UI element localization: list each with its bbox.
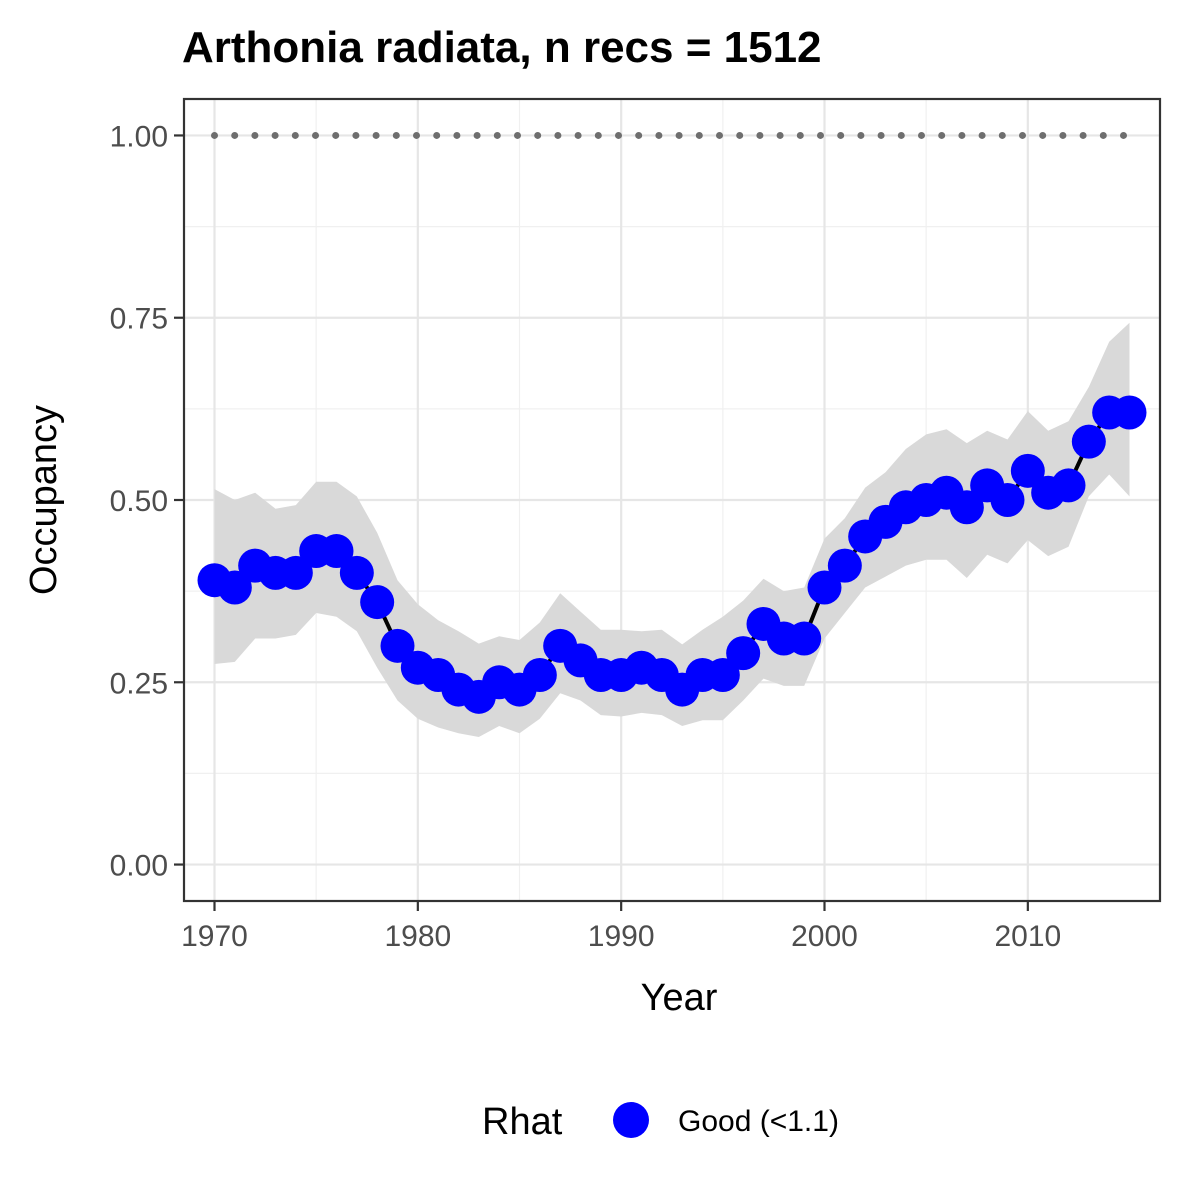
data-point: [1112, 395, 1147, 430]
data-point: [827, 548, 862, 583]
chart-title: Arthonia radiata, n recs = 1512: [182, 23, 822, 72]
data-point: [360, 585, 395, 620]
data-points: [197, 395, 1147, 714]
data-point: [787, 621, 822, 656]
y-tick-label: 1.00: [110, 120, 168, 153]
data-point: [990, 483, 1025, 517]
data-point: [1051, 468, 1086, 503]
confidence-ribbon-group: [214, 322, 1130, 737]
x-axis-title: Year: [641, 977, 718, 1019]
y-axis-title: Occupancy: [23, 405, 65, 595]
confidence-ribbon: [214, 322, 1130, 737]
y-tick-label: 0.25: [110, 667, 168, 700]
y-tick-label: 0.00: [110, 850, 168, 883]
data-point: [278, 555, 313, 590]
data-point: [949, 490, 984, 525]
data-point: [705, 657, 740, 692]
data-point: [1010, 453, 1045, 488]
x-tick-label: 2000: [791, 920, 858, 953]
legend-title: Rhat: [482, 1101, 563, 1143]
data-point: [522, 657, 557, 692]
y-tick-label: 0.75: [110, 303, 168, 336]
x-tick-label: 2010: [994, 920, 1061, 953]
data-point: [726, 636, 761, 671]
legend-label-good: Good (<1.1): [678, 1105, 839, 1138]
x-tick-label: 1980: [384, 920, 451, 953]
axes: 1970 1980 1990 2000 2010 0.00 0.25 0.50 0.75 1.00: [110, 120, 1062, 953]
legend: Rhat Good (<1.1): [482, 1101, 839, 1143]
y-tick-label: 0.50: [110, 485, 168, 518]
x-tick-label: 1990: [588, 920, 655, 953]
data-point: [807, 570, 842, 605]
data-point: [319, 534, 354, 569]
data-point: [1071, 424, 1106, 459]
legend-key-good: [613, 1102, 649, 1138]
data-point: [217, 570, 252, 605]
data-point: [339, 555, 374, 590]
data-point: [380, 628, 415, 663]
x-tick-label: 1970: [181, 920, 248, 953]
